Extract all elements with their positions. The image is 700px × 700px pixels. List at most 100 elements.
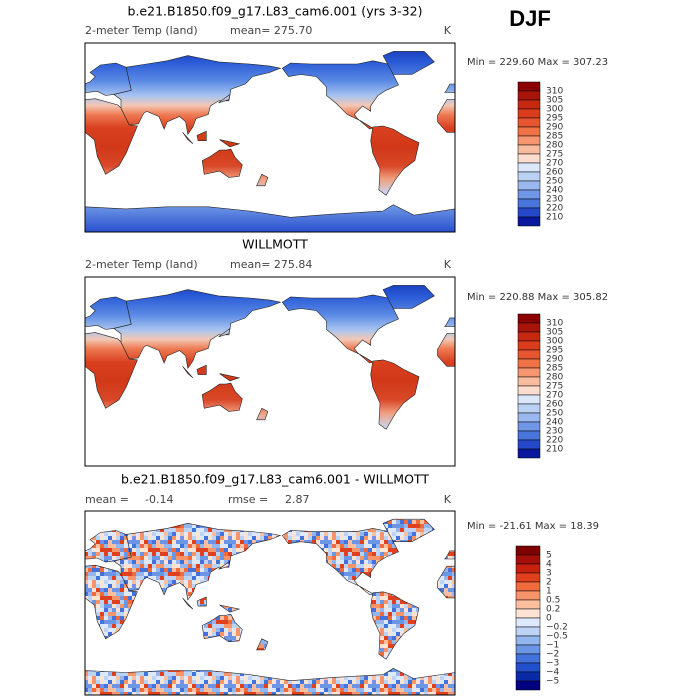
colorbar-label: 260 bbox=[546, 400, 563, 410]
land-region bbox=[182, 132, 194, 145]
colorbar-box bbox=[517, 153, 541, 164]
colorbar-box bbox=[517, 358, 541, 369]
colorbar-box bbox=[515, 608, 541, 619]
colorbar-box bbox=[515, 680, 541, 691]
rmse-label: rmse = bbox=[228, 493, 268, 506]
colorbar-label: 290 bbox=[546, 355, 563, 365]
land-region bbox=[219, 604, 241, 613]
land-region bbox=[256, 407, 269, 421]
land-region bbox=[85, 296, 132, 330]
colorbar-label: 3 bbox=[546, 569, 552, 579]
land-region bbox=[443, 317, 455, 327]
land-region bbox=[256, 173, 269, 187]
mean-value: -0.14 bbox=[145, 493, 173, 506]
range-label: Min = -21.61 Max = 18.39 bbox=[467, 521, 599, 532]
land-region bbox=[196, 130, 207, 141]
colorbar-label: 220 bbox=[546, 436, 563, 446]
colorbar-box bbox=[517, 189, 541, 200]
panel-title: b.e21.B1850.f09_g17.L83_cam6.001 - WILLM… bbox=[121, 472, 429, 487]
colorbar-box bbox=[517, 331, 541, 342]
colorbar-box bbox=[517, 340, 541, 351]
colorbar-box bbox=[515, 626, 541, 637]
colorbar-box bbox=[517, 144, 541, 155]
land-region bbox=[437, 99, 455, 133]
colorbar-box bbox=[517, 421, 541, 432]
units-label: K bbox=[444, 493, 452, 506]
colorbar-label: 240 bbox=[546, 418, 563, 428]
colorbar-label: 305 bbox=[546, 96, 563, 106]
colorbar-label: 280 bbox=[546, 373, 563, 383]
land-region bbox=[370, 359, 420, 430]
colorbar-box bbox=[517, 180, 541, 191]
colorbar-label: −3 bbox=[546, 659, 559, 669]
colorbar-box bbox=[515, 644, 541, 655]
colorbar-label: 0.2 bbox=[546, 605, 560, 615]
colorbar-label: 310 bbox=[546, 87, 563, 97]
land-region bbox=[281, 294, 399, 364]
colorbar-label: 240 bbox=[546, 186, 563, 196]
land-region bbox=[218, 327, 231, 338]
colorbar-label: 4 bbox=[546, 560, 552, 570]
land-region bbox=[182, 366, 194, 379]
colorbar-label: 230 bbox=[546, 195, 563, 205]
colorbar-box bbox=[517, 412, 541, 423]
colorbar-box bbox=[517, 117, 541, 128]
colorbar-box bbox=[517, 322, 541, 333]
colorbar-label: 275 bbox=[546, 150, 563, 160]
land-region bbox=[437, 565, 455, 599]
land-region bbox=[113, 55, 282, 136]
units-label: K bbox=[444, 24, 452, 37]
colorbar-box bbox=[515, 617, 541, 628]
land-region bbox=[85, 98, 138, 175]
colorbar-label: 210 bbox=[546, 445, 563, 455]
colorbar-box bbox=[517, 394, 541, 405]
colorbar-label: −2 bbox=[546, 650, 559, 660]
range-label: Min = 229.60 Max = 307.23 bbox=[467, 57, 608, 68]
land-region bbox=[281, 528, 399, 596]
colorbar-label: 1 bbox=[546, 587, 552, 597]
variable-label: 2-meter Temp (land) bbox=[85, 258, 198, 271]
land-region bbox=[256, 638, 269, 651]
colorbar-box bbox=[517, 81, 541, 92]
colorbar-box bbox=[517, 207, 541, 218]
colorbar-box bbox=[517, 198, 541, 209]
colorbar-box bbox=[515, 662, 541, 673]
colorbar-label: 305 bbox=[546, 328, 563, 338]
land-region bbox=[85, 530, 132, 563]
map-frame bbox=[84, 42, 456, 233]
colorbar-box bbox=[517, 135, 541, 146]
variable-label: 2-meter Temp (land) bbox=[85, 24, 198, 37]
colorbar-label: 300 bbox=[546, 337, 563, 347]
colorbar-label: 290 bbox=[546, 123, 563, 133]
colorbar-box bbox=[517, 162, 541, 173]
colorbar-box bbox=[515, 635, 541, 646]
land-region bbox=[219, 373, 241, 382]
colorbar-label: −0.2 bbox=[546, 623, 568, 633]
land-region bbox=[196, 364, 207, 375]
land-region bbox=[85, 62, 132, 96]
colorbar-box bbox=[517, 349, 541, 360]
map-frame bbox=[84, 276, 456, 467]
colorbar-label: 0 bbox=[546, 614, 552, 624]
colorbar-label: 275 bbox=[546, 382, 563, 392]
mean-label: mean = bbox=[85, 493, 129, 506]
colorbar-box bbox=[517, 376, 541, 387]
colorbar-label: 270 bbox=[546, 391, 563, 401]
colorbar-label: 300 bbox=[546, 105, 563, 115]
colorbar-box bbox=[515, 563, 541, 574]
colorbar-box bbox=[515, 653, 541, 664]
land-region bbox=[113, 289, 282, 370]
colorbar-label: 230 bbox=[546, 427, 563, 437]
colorbar-label: 5 bbox=[546, 551, 552, 561]
map bbox=[85, 285, 455, 430]
colorbar-box bbox=[517, 439, 541, 450]
colorbar-label: 310 bbox=[546, 319, 563, 329]
colorbar-box bbox=[517, 313, 541, 324]
land-region bbox=[218, 93, 231, 104]
colorbar-label: 220 bbox=[546, 204, 563, 214]
units-label: K bbox=[444, 258, 452, 271]
map bbox=[85, 51, 455, 232]
panel-title: b.e21.B1850.f09_g17.L83_cam6.001 (yrs 3-… bbox=[128, 4, 423, 19]
range-label: Min = 220.88 Max = 305.82 bbox=[467, 292, 608, 303]
land-region bbox=[382, 518, 435, 543]
